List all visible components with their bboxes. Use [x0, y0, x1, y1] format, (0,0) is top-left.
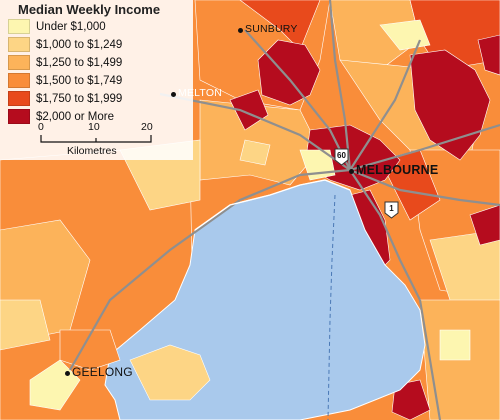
shipping-channel [327, 194, 336, 420]
legend-item-1500-1749: $1,500 to $1,749 [8, 72, 122, 89]
legend-item-2000-or-more: $2,000 or More [8, 108, 114, 125]
legend-swatch [8, 19, 30, 34]
legend-item-1000-1249: $1,000 to $1,249 [8, 36, 122, 53]
legend-item-1250-1499: $1,250 to $1,499 [8, 54, 122, 71]
legend-label: Under $1,000 [36, 20, 106, 33]
legend-item-under-1000: Under $1,000 [8, 18, 106, 35]
place-label-sunbury[interactable]: SUNBURY [245, 23, 298, 35]
scale-unit: Kilometres [67, 145, 117, 157]
melbourne-marker [349, 169, 354, 174]
map-legend: Median Weekly Income Under $1,000 $1,000… [0, 0, 193, 160]
sunbury-marker [238, 28, 243, 33]
legend-label: $1,250 to $1,499 [36, 56, 123, 69]
legend-swatch [8, 91, 30, 106]
legend-label: $1,500 to $1,749 [36, 74, 123, 87]
legend-title: Median Weekly Income [18, 2, 161, 17]
place-label-melton[interactable]: MELTON [178, 87, 222, 99]
melton-marker [171, 92, 176, 97]
legend-label: $1,000 to $1,249 [36, 38, 123, 51]
legend-swatch [8, 73, 30, 88]
scale-tick-10: 10 [88, 121, 100, 133]
road-network [69, 0, 500, 420]
legend-label: $1,750 to $1,999 [36, 92, 123, 105]
place-label-geelong[interactable]: GEELONG [72, 365, 133, 379]
geelong-marker [65, 371, 70, 376]
scale-tick-0: 0 [38, 121, 44, 133]
route-shield-60-icon: 60 [334, 148, 349, 166]
route-shield-1-icon: 1 [384, 201, 399, 219]
legend-item-1750-1999: $1,750 to $1,999 [8, 90, 122, 107]
legend-swatch [8, 55, 30, 70]
legend-swatch [8, 37, 30, 52]
legend-label: $2,000 or More [36, 110, 114, 123]
scale-bar [40, 135, 152, 143]
place-label-melbourne[interactable]: MELBOURNE [356, 163, 439, 177]
scale-tick-20: 20 [141, 121, 153, 133]
legend-swatch [8, 109, 30, 124]
